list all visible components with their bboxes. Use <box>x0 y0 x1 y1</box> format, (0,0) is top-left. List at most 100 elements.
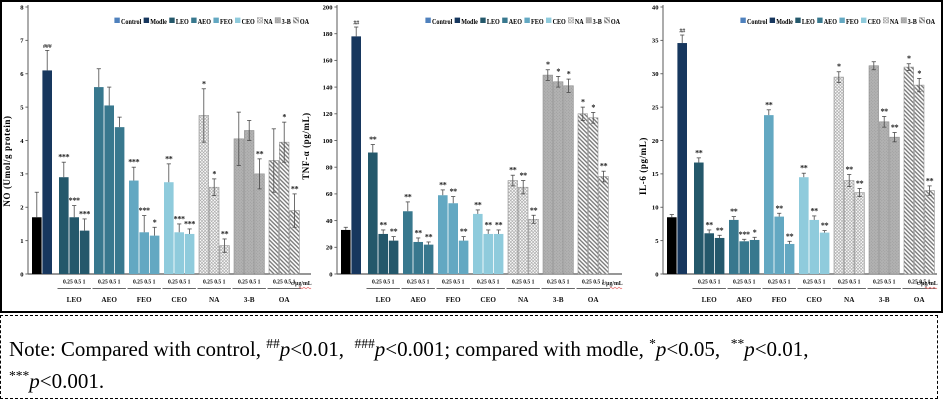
x-group-label: NA <box>518 296 529 304</box>
note-segment: <0.05, <box>666 337 731 361</box>
x-conc-labels: 0.25 0.5 1 <box>372 279 395 286</box>
x-conc-labels: 0.25 0.5 1 <box>168 279 191 286</box>
bar-FEO-0.5 <box>448 203 458 274</box>
legend-label: NA <box>264 18 273 26</box>
legend-swatch-FEO <box>839 17 845 23</box>
y-tick-label: 6 <box>20 71 24 78</box>
legend-label: Modle <box>461 18 478 26</box>
y-tick-label: 20 <box>326 245 333 252</box>
x-conc-labels: 0.25 0.5 1 <box>908 279 931 286</box>
bar-Control <box>32 217 42 274</box>
sig-label: ### <box>43 43 53 50</box>
y-tick-label: 30 <box>652 71 659 78</box>
bar-CEO-0.25 <box>799 177 809 274</box>
bar-AEO-1 <box>749 239 760 274</box>
sig-label: ** <box>474 200 482 209</box>
bar-NA-0.25 <box>507 180 518 275</box>
bar-OA-0.5 <box>588 117 599 275</box>
legend-label: AEO <box>198 18 212 26</box>
legend-label: FEO <box>531 18 544 26</box>
bar-3-B-1 <box>563 85 574 275</box>
sig-label: ** <box>800 164 808 173</box>
legend-label: OA <box>300 18 310 26</box>
y-tick-label: 0 <box>20 271 24 278</box>
bar-NA-0.5 <box>844 180 855 275</box>
legend-swatch-Modle <box>769 17 776 23</box>
y-tick-label: 1 <box>20 238 23 245</box>
bar-Modle <box>677 43 687 274</box>
legend-swatch-FEO <box>213 17 219 23</box>
legend-swatch-LEO <box>795 17 801 23</box>
bar-FEO-0.25 <box>764 115 774 274</box>
sig-label: ** <box>449 187 457 196</box>
sig-label: ** <box>530 206 538 215</box>
x-group-label: 3-B <box>244 296 255 304</box>
bar-OA-1 <box>598 176 609 275</box>
legend-swatch-CEO <box>860 17 867 23</box>
x-conc-labels: 0.25 0.5 1 <box>98 279 121 286</box>
legend-label: CEO <box>553 18 567 26</box>
x-conc-labels: 0.25 0.5 1 <box>133 279 156 286</box>
legend-label: OA <box>611 18 621 26</box>
spellcheck-squiggle <box>298 286 312 290</box>
sig-label: ** <box>705 220 713 229</box>
bar-LEO-0.25 <box>368 152 378 274</box>
sig-label: ** <box>880 107 888 116</box>
legend-swatch-NA <box>257 17 263 24</box>
y-tick-label: 4 <box>20 138 24 145</box>
x-group-label: CEO <box>171 296 187 304</box>
sig-label: ** <box>856 179 864 188</box>
bar-NA-1 <box>854 192 865 275</box>
sig-label: *** <box>139 206 150 215</box>
sig-label: * <box>567 70 571 79</box>
bar-LEO-0.5 <box>69 217 79 274</box>
sig-label: * <box>837 62 841 71</box>
y-tick-label: 2 <box>20 205 24 212</box>
bar-CEO-1 <box>184 233 195 274</box>
bar-CEO-0.5 <box>809 219 819 274</box>
sig-label: * <box>202 79 206 88</box>
legend-swatch-LEO <box>169 17 175 23</box>
bar-AEO-1 <box>114 127 125 275</box>
bar-CEO-1 <box>819 232 830 274</box>
x-group-label: AEO <box>736 296 752 304</box>
x-group-label: OA <box>914 296 926 304</box>
bar-FEO-0.5 <box>774 216 784 274</box>
note-segment: <0.001. <box>39 368 105 393</box>
sig-label: ** <box>291 184 299 193</box>
legend-swatch-Control <box>740 17 746 23</box>
sig-label: ** <box>765 100 773 109</box>
legend-label: 3-B <box>282 18 291 26</box>
sig-label: ** <box>786 232 794 241</box>
x-group-label: CEO <box>480 296 496 304</box>
sig-label: ** <box>716 226 724 235</box>
x-conc-labels: 0.25 0.5 1 <box>273 279 296 286</box>
y-tick-label: 120 <box>323 111 334 118</box>
x-conc-labels: 0.25 0.5 1 <box>733 279 756 286</box>
legend-swatch-Control <box>425 17 431 23</box>
y-tick-label: 200 <box>323 4 334 11</box>
bar-3-B-1 <box>889 136 900 275</box>
legend-label: AEO <box>824 18 838 26</box>
sig-label: ** <box>821 221 829 230</box>
x-group-label: FEO <box>772 296 787 304</box>
y-tick-label: 180 <box>323 31 334 38</box>
x-conc-labels: 0.25 0.5 1 <box>63 279 86 286</box>
legend-swatch-LEO <box>480 17 486 23</box>
sig-label: *** <box>79 209 90 218</box>
sig-label: ** <box>256 149 264 158</box>
bar-3-B-0.25 <box>868 65 879 275</box>
sig-label: ** <box>390 227 398 236</box>
y-tick-label: 140 <box>323 84 334 91</box>
y-tick-label: 35 <box>652 38 659 45</box>
bar-OA-0.5 <box>914 84 925 275</box>
bar-CEO-0.5 <box>483 233 493 274</box>
legend-label: Control <box>121 18 141 26</box>
legend-swatch-AEO <box>817 17 823 23</box>
bar-NA-1 <box>528 218 539 275</box>
sig-label: ** <box>439 180 447 189</box>
legend-swatch-OA <box>293 17 299 24</box>
sig-label: ** <box>495 220 503 229</box>
legend-swatch-3-B <box>900 17 907 24</box>
